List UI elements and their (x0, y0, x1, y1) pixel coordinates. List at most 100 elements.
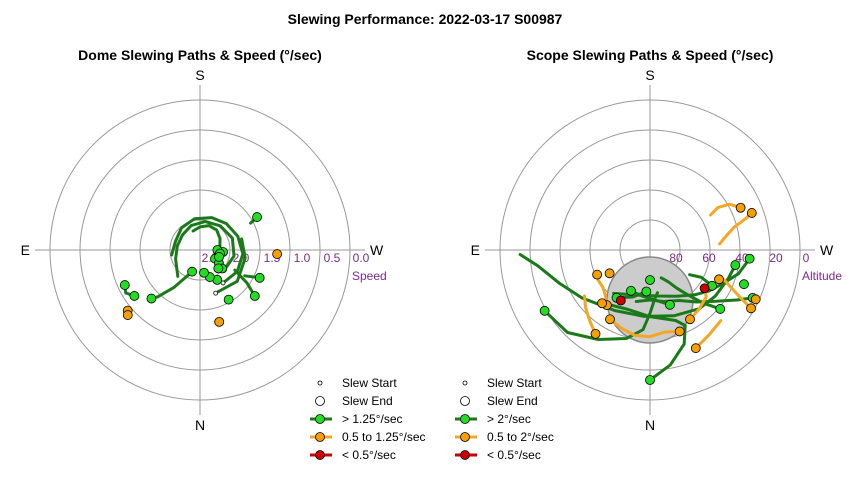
legend-label-slow: < 0.5°/sec (487, 448, 541, 462)
slew-end-point-fast (645, 275, 655, 285)
slew-end-point-medium (272, 249, 283, 259)
slew-path-fast (174, 220, 236, 278)
legend-label-fast: > 1.25°/sec (342, 412, 403, 426)
legend-label-end: Slew End (487, 394, 538, 408)
slew-end-point-fast (645, 375, 655, 385)
legend-symbol-start (317, 380, 323, 386)
slew-end-point-medium (590, 328, 601, 339)
slew-end-point-medium (592, 269, 603, 280)
radial-tick-label: 60 (702, 251, 716, 265)
slew-end-point-fast (187, 266, 197, 277)
legend-symbol-start (462, 380, 468, 386)
scope-polar-plot: Scope Slewing Paths & Speed (°/sec) S N E W 8… (471, 47, 843, 433)
legend-label-slow: < 0.5°/sec (342, 448, 396, 462)
slew-path-fast (233, 268, 257, 298)
slew-end-point-fast (214, 252, 224, 262)
slew-end-point-medium (746, 303, 756, 314)
slew-end-point-medium (604, 268, 615, 279)
slew-end-point-fast (223, 294, 234, 305)
plot-title: Dome Slewing Paths & Speed (°/sec) (78, 47, 322, 63)
slew-end-point-medium (122, 310, 133, 320)
slew-end-point-fast (641, 286, 652, 297)
slew-end-point-slow (699, 283, 710, 294)
scope-legend: Slew Start Slew End > 2°/sec 0.5 to 2°/sec <… (455, 376, 554, 462)
cardinal-label-right: W (820, 242, 834, 258)
slew-path-medium (709, 202, 743, 217)
slew-path-medium (608, 317, 682, 339)
slew-end-point-fast (249, 291, 260, 301)
legend-label-start: Slew Start (342, 376, 397, 390)
radial-tick-label: 80 (669, 251, 683, 265)
slew-end-point-fast (119, 280, 130, 290)
slew-end-point-fast (539, 305, 550, 316)
slew-path-medium (694, 319, 723, 350)
slew-end-point-fast (665, 299, 675, 310)
legend-label-medium: 0.5 to 2°/sec (487, 430, 554, 444)
slew-path-fast (629, 289, 672, 307)
slew-end-point-fast (626, 285, 636, 296)
legend-label-medium: 0.5 to 1.25°/sec (342, 430, 426, 444)
radial-tick-label: 0.5 (324, 251, 341, 265)
cardinal-label-left: E (21, 242, 30, 258)
slew-end-point-fast (739, 279, 749, 290)
legend-symbol-marker-medium (460, 432, 470, 442)
plot-title: Scope Slewing Paths & Speed (°/sec) (527, 47, 774, 63)
slew-path-fast (149, 270, 194, 301)
radial-tick-label: 0 (803, 251, 810, 265)
cardinal-label-right: W (370, 242, 384, 258)
cardinal-label-top: S (195, 67, 204, 83)
radial-tick-label: 1.0 (294, 251, 311, 265)
slew-end-point-fast (213, 263, 224, 274)
legend-label-end: Slew End (342, 394, 393, 408)
legend-label-fast: > 2°/sec (487, 412, 531, 426)
cardinal-label-bottom: N (195, 417, 205, 433)
slew-end-point-medium (674, 326, 685, 337)
legend-symbol-marker-slow (460, 450, 470, 460)
slew-path-fast (659, 276, 722, 311)
legend-symbol-marker-fast (460, 414, 470, 424)
slew-end-point-medium (685, 314, 695, 325)
slew-end-point-fast (254, 272, 265, 283)
slew-end-point-medium (714, 274, 724, 285)
slew-end-point-fast (199, 267, 209, 278)
slew-end-point-fast (744, 253, 755, 264)
legend-symbol-marker-slow (315, 450, 325, 460)
slew-path-fast (214, 237, 247, 295)
slew-path-medium (718, 211, 754, 246)
legend-symbol-marker-medium (315, 432, 325, 442)
slew-path-fast (170, 216, 245, 285)
radial-tick-label: 40 (735, 251, 749, 265)
slew-path-fast (518, 253, 737, 318)
legend-symbol-end (460, 396, 470, 406)
dome-legend: Slew Start Slew End > 1.25°/sec 0.5 to 1.25… (310, 376, 426, 462)
cardinal-label-bottom: N (645, 417, 655, 433)
slew-path-fast (603, 302, 687, 382)
radial-tick-label: 0.0 (353, 251, 370, 265)
dome-polar-plot: Dome Slewing Paths & Speed (°/sec)SNE W2.… (21, 47, 387, 433)
slew-end-point-medium (690, 343, 701, 354)
cardinal-label-top: S (645, 67, 654, 83)
slew-end-point-fast (252, 212, 262, 222)
legend-symbol-marker-fast (315, 414, 325, 424)
slew-start-point (213, 290, 219, 296)
slew-end-point-medium (214, 316, 225, 327)
slew-end-point-medium (735, 202, 746, 213)
slew-end-point-fast (715, 304, 726, 314)
cardinal-label-left: E (471, 242, 480, 258)
legend-label-start: Slew Start (487, 376, 542, 390)
slew-path-medium (583, 294, 597, 336)
figure-title: Slewing Performance: 2022-03-17 S00987 (288, 11, 563, 27)
slew-end-point-fast (146, 293, 157, 304)
legend-symbol-end (315, 396, 325, 406)
slew-end-point-medium (746, 208, 757, 218)
slew-end-point-medium (750, 294, 761, 305)
radial-axis-label: Speed (352, 269, 387, 283)
slew-end-point-fast (730, 260, 741, 270)
radial-axis-label: Altitude (802, 269, 842, 283)
slew-end-point-medium (597, 298, 607, 309)
slew-end-point-medium (605, 314, 615, 325)
slew-end-point-slow (615, 295, 626, 306)
radial-tick-label: 20 (769, 251, 783, 265)
